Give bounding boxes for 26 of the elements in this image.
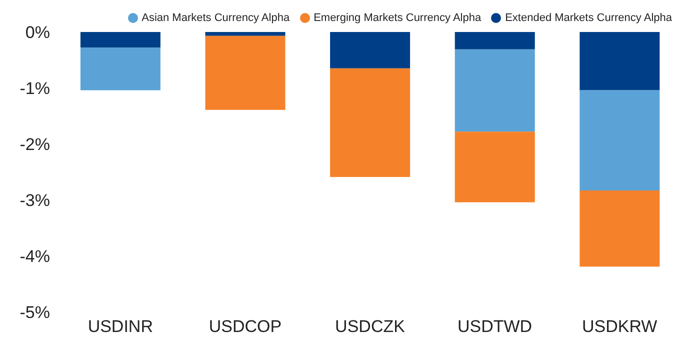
y-tick-label: -2% — [20, 135, 50, 154]
bar — [580, 190, 660, 267]
x-tick-label: USDCOP — [208, 317, 282, 336]
legend-label: Asian Markets Currency Alpha — [142, 12, 290, 24]
bar — [205, 36, 286, 110]
bar — [205, 32, 286, 36]
x-tick-label: USDTWD — [457, 317, 532, 336]
bar — [454, 132, 535, 202]
bar — [454, 32, 535, 50]
legend-label: Emerging Markets Currency Alpha — [314, 12, 482, 24]
x-tick-label: USDKRW — [582, 317, 658, 336]
y-tick-label: -1% — [20, 79, 50, 98]
y-tick-label: -4% — [20, 247, 50, 266]
bar — [580, 32, 660, 90]
bar — [80, 32, 160, 48]
y-tick-label: 0% — [25, 23, 50, 42]
bar — [580, 90, 660, 190]
y-tick-label: -3% — [20, 191, 50, 210]
legend-label: Extended Markets Currency Alpha — [505, 12, 672, 24]
x-tick-label: USDCZK — [335, 317, 406, 336]
x-tick-label: USDINR — [88, 317, 153, 336]
bar — [330, 68, 410, 178]
bar — [330, 32, 410, 68]
y-tick-label: -5% — [20, 303, 50, 322]
bar — [80, 48, 160, 90]
bar — [454, 49, 535, 132]
